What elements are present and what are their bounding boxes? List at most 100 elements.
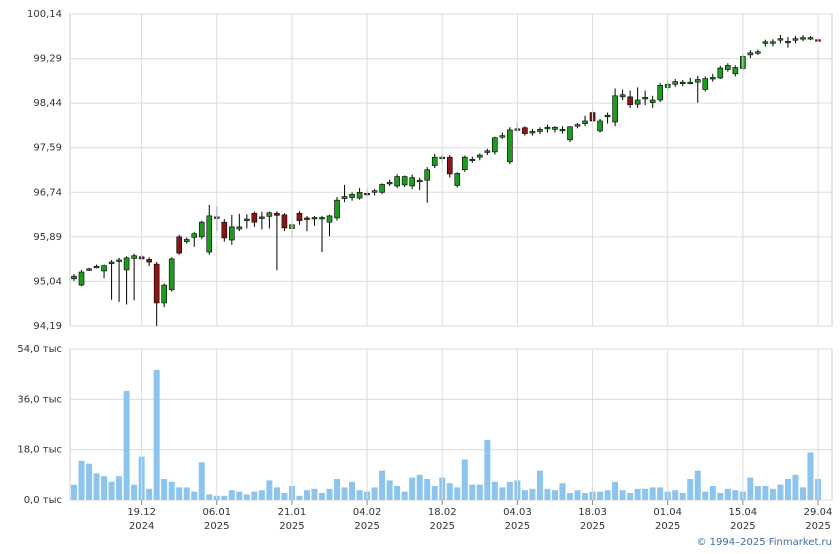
volume-bar <box>221 495 228 500</box>
candle-body <box>259 216 265 219</box>
volume-bar <box>529 488 536 500</box>
volume-bar <box>371 487 378 500</box>
volume-bar <box>702 491 709 500</box>
candle-body <box>747 52 754 56</box>
y-tick-label: 95,04 <box>33 276 62 287</box>
candle-body <box>251 212 258 223</box>
candle-body <box>717 67 724 79</box>
volume-bar <box>521 490 528 500</box>
volume-bar <box>228 490 235 500</box>
volume-bar <box>334 479 341 500</box>
volume-bar <box>604 490 611 500</box>
candle-body <box>709 77 716 80</box>
volume-panel <box>69 348 833 501</box>
candle-body <box>386 182 393 185</box>
volume-bar <box>356 490 363 500</box>
x-tick-label: 19.12 <box>127 507 156 518</box>
candle-body <box>379 184 385 193</box>
volume-bar <box>168 481 175 500</box>
volume-bar <box>86 463 93 500</box>
candle-body <box>582 120 588 124</box>
x-tick-year: 2025 <box>354 521 379 532</box>
candle-body <box>672 81 679 85</box>
volume-bar <box>567 493 573 500</box>
volume-bar <box>634 488 641 500</box>
volume-bar <box>93 473 100 500</box>
candle-body <box>206 215 213 253</box>
candle-body <box>522 127 528 134</box>
volume-bar <box>536 470 543 500</box>
volume-bar <box>792 474 799 500</box>
volume-bar <box>431 486 438 500</box>
candle-body <box>477 154 483 158</box>
candle-body <box>153 263 160 304</box>
volume-bar <box>612 481 619 500</box>
candle-body <box>409 177 415 187</box>
volume-bar <box>574 490 581 500</box>
candle-body <box>424 169 431 181</box>
candle-body <box>236 226 243 230</box>
candle-body <box>108 261 115 264</box>
y-tick-label: 98,44 <box>33 98 62 109</box>
candle-body <box>770 41 776 44</box>
x-tick-year: 2025 <box>730 521 755 532</box>
volume-bar <box>146 488 153 500</box>
volume-bar <box>161 479 168 500</box>
volume-bar <box>386 480 393 500</box>
candle-body <box>101 265 107 272</box>
candle-body <box>559 129 566 132</box>
volume-bar <box>236 491 243 500</box>
volume-bar <box>319 493 325 500</box>
volume-bar <box>499 487 506 500</box>
volume-bar <box>296 495 303 500</box>
candle-body <box>499 135 506 138</box>
x-tick-label: 01.04 <box>653 507 682 518</box>
x-tick-label: 29.04 <box>804 507 833 518</box>
volume-bar <box>582 493 589 500</box>
y-tick-label: 97,59 <box>33 143 62 154</box>
volume-bar <box>123 390 130 500</box>
candle-body <box>807 37 814 40</box>
volume-bar <box>672 490 679 500</box>
volume-bar <box>694 470 701 500</box>
volume-bar <box>183 487 190 500</box>
candle-body <box>604 114 611 118</box>
volume-bar <box>769 488 776 500</box>
volume-bar <box>627 493 634 500</box>
y-tick-label: 94,19 <box>33 321 62 332</box>
x-tick-label: 06.01 <box>202 507 231 518</box>
candle-body <box>78 271 85 286</box>
candle-body <box>544 126 551 130</box>
candle-body <box>326 215 333 223</box>
volume-bar <box>349 481 356 500</box>
candle-body <box>319 217 325 220</box>
candle-body <box>461 156 468 171</box>
volume-bar <box>469 484 476 500</box>
volume-bar <box>597 491 604 500</box>
volume-bar <box>784 479 791 500</box>
x-tick-year: 2025 <box>505 521 530 532</box>
candle-body <box>183 239 190 242</box>
footer: © 1994–2025 Finmarket.ru <box>696 537 832 548</box>
volume-bar <box>551 490 558 500</box>
candle-body <box>191 233 198 238</box>
candle-body <box>394 176 400 187</box>
candle-body <box>221 221 228 239</box>
candle-body <box>116 259 122 262</box>
volume-bar <box>281 493 288 500</box>
candle-body <box>71 275 77 280</box>
candle-body <box>281 214 288 229</box>
volume-bar <box>747 477 754 500</box>
volume-bar <box>799 487 806 500</box>
candle-body <box>687 81 694 84</box>
candle-body <box>642 97 648 100</box>
candle-body <box>416 179 423 183</box>
candle-body <box>552 126 558 130</box>
candle-body <box>634 99 641 105</box>
candle-body <box>800 37 806 40</box>
candle-body <box>529 131 536 134</box>
volume-bar <box>724 488 731 500</box>
candle-body <box>161 284 167 304</box>
candle-body <box>484 150 491 153</box>
volume-bar <box>131 484 138 500</box>
